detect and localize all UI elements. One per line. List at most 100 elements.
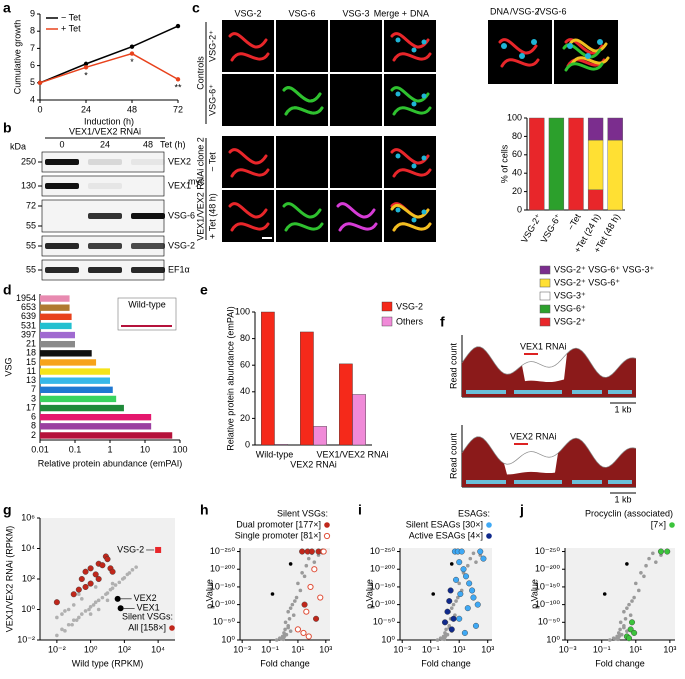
point [93,585,98,589]
point [75,586,82,593]
blot-title: VEX1/VEX2 RNAi [69,126,141,136]
bar [40,331,75,339]
panel-label: i [358,502,362,518]
point [448,626,455,633]
y-tick-label: 10⁻²⁵⁰ [370,546,395,556]
x-tick-label: VEX1/VEX2 RNAi [316,449,388,459]
point [127,571,132,575]
blot-band [45,159,79,165]
point [74,618,79,622]
point [80,597,84,601]
point [110,586,115,590]
y-tick-label: 10⁰ [21,604,35,614]
legend-title: ESAGs: [458,508,490,518]
x-axis-label: Relative protein abundance (emPAI) [38,458,182,468]
point [291,613,296,618]
x-axis-label: Induction (h) [84,116,134,126]
cell-shape [390,32,432,62]
row-label: VSG-2⁺ [207,30,217,62]
point [449,562,454,566]
point [300,570,304,575]
point [294,595,299,600]
y-tick-label: 15 [26,357,36,367]
bar-segment [607,139,623,211]
cell-shape [498,38,540,68]
blot-band [131,159,165,165]
blot-row-label: VSG-6 [168,210,195,220]
point [300,629,307,637]
blot-row-label: VSG-2 [168,240,195,250]
legend-label: Others [396,316,424,326]
legend-swatch [169,625,175,631]
x-tick-label: −Tet [565,212,583,232]
gene-bar [514,390,562,394]
point [629,619,636,626]
point [288,606,293,610]
bar [300,331,314,446]
point [117,605,124,612]
point [130,568,135,572]
dna-spot [519,53,525,59]
point [654,560,658,564]
panel-label: d [3,282,12,298]
bar [40,413,152,421]
y-axis-label: VSG [3,357,13,376]
legend-swatch [539,317,551,327]
y-tick-label: 10⁻⁵⁰ [373,617,395,627]
blot-band [45,183,79,189]
point [77,615,81,620]
blot-band [88,183,122,189]
bar [40,386,113,394]
dna-spot [585,53,591,59]
bar [40,313,72,321]
point [100,595,105,600]
point [92,571,99,578]
x-tick-label: 10⁻³ [559,644,577,654]
read-coverage [462,436,636,487]
point [465,563,470,568]
x-tick-label: 10⁻¹ [261,644,279,654]
y-tick-label: 10⁴ [21,543,35,553]
micrograph-tile [330,74,382,126]
point [657,548,664,555]
point [464,605,471,612]
blot-band [45,267,79,273]
point-label: VEX1 [137,603,160,613]
point [88,612,93,616]
group-label: VEX1/VEX2 RNAi clone 2 [195,137,205,241]
y-tick-label: 10⁻¹⁵⁰ [535,581,560,591]
point [630,599,634,603]
blot-band [131,267,165,273]
point [320,548,327,555]
legend-label: [7×] [651,519,666,529]
point [288,629,293,633]
point [312,560,317,564]
point [469,587,476,594]
control-coverage [461,436,637,468]
y-tick-label: 10⁰ [381,634,395,644]
legend-swatch [486,522,492,528]
point [129,44,135,49]
micrograph-tile [330,190,382,242]
cell-shape [228,32,270,62]
panel-label: f [440,314,445,330]
y-tick-label: 10⁻¹⁰⁰ [535,599,560,609]
point [105,591,110,595]
bar [339,363,353,446]
micrograph-tile [384,190,436,242]
point [447,587,454,594]
dna-spot [421,93,427,99]
blot-band [88,267,122,273]
track-y-label: Read count [448,342,458,389]
point [647,556,651,561]
point [122,575,127,580]
point [117,580,122,585]
point [83,609,88,613]
point [303,608,310,615]
y-tick-label: 13 [26,375,36,385]
y-tick-label: 10⁻²⁰⁰ [210,564,235,574]
scale-label: 1 kb [614,494,631,504]
point [296,581,300,586]
point [444,608,451,615]
gene-bar [466,390,506,394]
